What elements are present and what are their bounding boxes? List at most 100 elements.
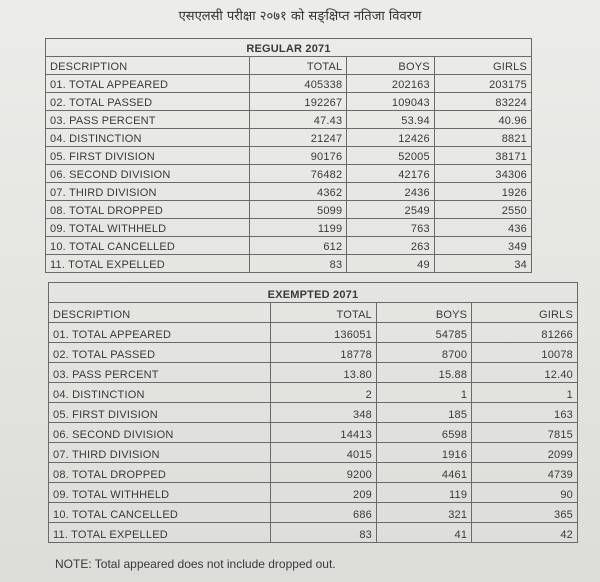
cell-boys: 109043	[346, 92, 435, 111]
table-row: 10. TOTAL CANCELLED 686 321 365	[47, 502, 578, 523]
section-heading-row: REGULAR 2071	[45, 38, 532, 57]
table-row: 04. DISTINCTION 2 1 1	[47, 382, 578, 403]
table-row: 04. DISTINCTION 21247 12426 8821	[44, 128, 533, 147]
cell-description: 01. TOTAL APPEARED	[44, 74, 251, 93]
table-row: 07. THIRD DIVISION 4015 1916 2099	[47, 442, 578, 463]
table-row: 07. THIRD DIVISION 4362 2436 1926	[44, 182, 533, 201]
cell-description: 06. SECOND DIVISION	[47, 422, 272, 443]
cell-total: 83	[249, 254, 348, 273]
table-row: 11. TOTAL EXPELLED 83 41 42	[47, 522, 578, 543]
cell-boys: 1	[375, 382, 473, 403]
cell-description: 04. DISTINCTION	[44, 128, 251, 147]
cell-boys: 185	[375, 402, 473, 423]
cell-description: 02. TOTAL PASSED	[44, 92, 251, 111]
cell-description: 05. FIRST DIVISION	[47, 402, 272, 423]
cell-description: 07. THIRD DIVISION	[47, 442, 272, 463]
cell-total: 136051	[270, 322, 377, 343]
cell-girls: 12.40	[471, 362, 578, 383]
cell-girls: 40.96	[433, 110, 533, 129]
cell-boys: 2436	[346, 182, 435, 201]
cell-total: 18778	[270, 342, 377, 363]
cell-girls: 365	[471, 502, 578, 523]
document-title: एसएलसी परीक्षा २०७१ को सङ्क्षिप्त नतिजा …	[178, 9, 422, 24]
regular-results-table: REGULAR 2071 DESCRIPTION TOTAL BOYS GIRLS 01.…	[44, 38, 533, 273]
cell-boys: 12426	[346, 128, 435, 147]
cell-girls: 83224	[433, 92, 533, 111]
table-row: 09. TOTAL WITHHELD 209 119 90	[47, 482, 578, 503]
cell-description: 01. TOTAL APPEARED	[47, 322, 272, 343]
cell-girls: 1926	[433, 182, 533, 201]
table-row: 09. TOTAL WITHHELD 1199 763 436	[44, 218, 533, 237]
cell-boys: 6598	[375, 422, 473, 443]
cell-boys: 202163	[346, 74, 435, 93]
cell-description: 03. PASS PERCENT	[47, 362, 272, 383]
cell-girls: 4739	[471, 462, 578, 483]
cell-boys: 119	[375, 482, 473, 503]
cell-total: 348	[270, 402, 377, 423]
cell-total: 83	[270, 522, 377, 543]
cell-total: 4015	[270, 442, 377, 463]
cell-total: 21247	[249, 128, 348, 147]
cell-girls: 34	[433, 254, 533, 273]
cell-girls: 81266	[471, 322, 578, 343]
cell-boys: 1916	[375, 442, 473, 463]
cell-total: 1199	[249, 218, 348, 237]
cell-girls: 38171	[433, 146, 533, 165]
section-heading: REGULAR 2071	[45, 38, 532, 57]
cell-total: 4362	[249, 182, 348, 201]
cell-total: 13.80	[270, 362, 377, 383]
cell-girls: 7815	[471, 422, 578, 443]
cell-boys: 763	[346, 218, 435, 237]
cell-girls: 8821	[433, 128, 533, 147]
table-row: 02. TOTAL PASSED 18778 8700 10078	[47, 342, 578, 363]
table-row: 01. TOTAL APPEARED 136051 54785 81266	[47, 322, 578, 343]
cell-total: 9200	[270, 462, 377, 483]
exempted-results-table: EXEMPTED 2071 DESCRIPTION TOTAL BOYS GIRLS 01…	[47, 282, 578, 543]
table-row: 05. FIRST DIVISION 90176 52005 38171	[44, 146, 533, 165]
table-row: 02. TOTAL PASSED 192267 109043 83224	[44, 92, 533, 111]
table-row: 05. FIRST DIVISION 348 185 163	[47, 402, 578, 423]
cell-total: 14413	[270, 422, 377, 443]
column-header-total: TOTAL	[249, 56, 348, 75]
cell-total: 47.43	[249, 110, 348, 129]
table-row: 08. TOTAL DROPPED 5099 2549 2550	[44, 200, 533, 219]
table-row: 03. PASS PERCENT 13.80 15.88 12.40	[47, 362, 578, 383]
cell-description: 04. DISTINCTION	[47, 382, 272, 403]
cell-description: 11. TOTAL EXPELLED	[47, 522, 272, 543]
cell-description: 09. TOTAL WITHHELD	[47, 482, 272, 503]
cell-description: 10. TOTAL CANCELLED	[47, 502, 272, 523]
cell-description: 08. TOTAL DROPPED	[47, 462, 272, 483]
cell-girls: 349	[433, 236, 533, 255]
column-header-row: DESCRIPTION TOTAL BOYS GIRLS	[44, 56, 533, 75]
cell-description: 05. FIRST DIVISION	[44, 146, 251, 165]
column-header-description: DESCRIPTION	[44, 56, 251, 75]
cell-boys: 54785	[375, 322, 473, 343]
cell-girls: 90	[471, 482, 578, 503]
cell-total: 209	[270, 482, 377, 503]
column-header-boys: BOYS	[346, 56, 435, 75]
table-row: 11. TOTAL EXPELLED 83 49 34	[44, 254, 533, 273]
cell-total: 90176	[249, 146, 348, 165]
cell-total: 2	[270, 382, 377, 403]
cell-boys: 2549	[346, 200, 435, 219]
cell-girls: 10078	[471, 342, 578, 363]
cell-total: 192267	[249, 92, 348, 111]
table-row: 06. SECOND DIVISION 76482 42176 34306	[44, 164, 533, 183]
cell-girls: 163	[471, 402, 578, 423]
column-header-boys: BOYS	[375, 302, 473, 323]
cell-girls: 42	[471, 522, 578, 543]
table-row: 10. TOTAL CANCELLED 612 263 349	[44, 236, 533, 255]
cell-girls: 2099	[471, 442, 578, 463]
cell-girls: 2550	[433, 200, 533, 219]
cell-description: 08. TOTAL DROPPED	[44, 200, 251, 219]
cell-boys: 41	[375, 522, 473, 543]
table-row: 03. PASS PERCENT 47.43 53.94 40.96	[44, 110, 533, 129]
column-header-girls: GIRLS	[471, 302, 578, 323]
cell-girls: 203175	[433, 74, 533, 93]
section-heading-row: EXEMPTED 2071	[48, 282, 578, 303]
cell-boys: 42176	[346, 164, 435, 183]
cell-boys: 49	[346, 254, 435, 273]
cell-description: 06. SECOND DIVISION	[44, 164, 251, 183]
cell-boys: 52005	[346, 146, 435, 165]
